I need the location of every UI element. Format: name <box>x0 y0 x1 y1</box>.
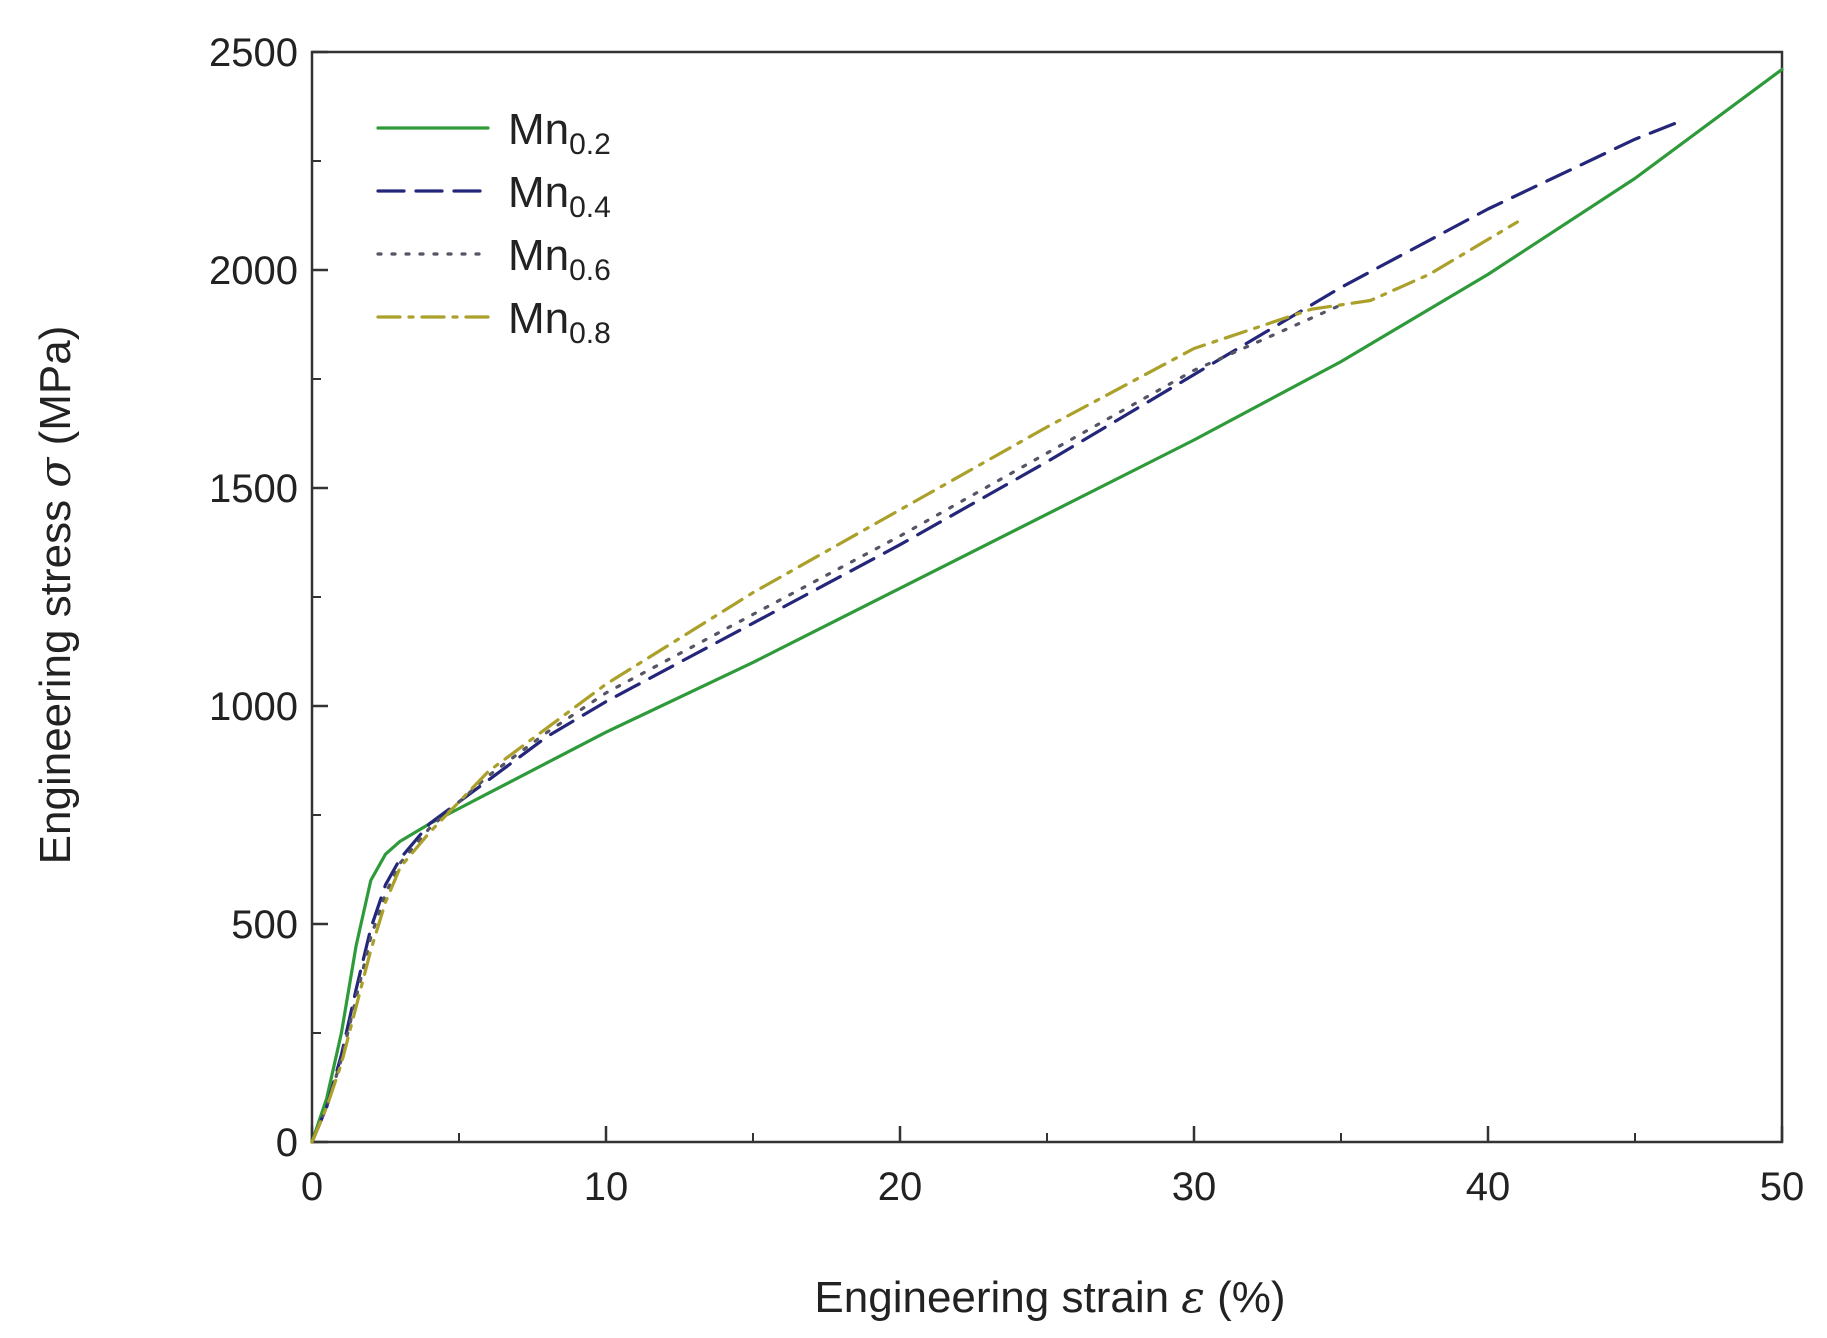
legend-label-mn0-4: Mn0.4 <box>508 168 611 224</box>
y-tick-label-2000: 2000 <box>209 249 298 293</box>
x-tick-label-40: 40 <box>1466 1165 1511 1209</box>
series-line-mn0-4 <box>310 120 1681 1144</box>
legend-label-sub: 0.2 <box>569 128 611 161</box>
legend-label-sub: 0.6 <box>569 254 611 287</box>
legend-label-main: Mn <box>508 294 569 343</box>
y-axis-title-prefix: Engineering stress <box>31 488 80 865</box>
series-line-mn0-6 <box>310 303 1343 1144</box>
x-tick-label-10: 10 <box>584 1165 629 1209</box>
series-line-mn0-2 <box>310 67 1784 1144</box>
legend-label-mn0-6: Mn0.6 <box>508 231 611 287</box>
legend-label-sub: 0.4 <box>569 191 611 224</box>
legend-label-mn0-8: Mn0.8 <box>508 294 611 350</box>
y-tick-label-1500: 1500 <box>209 467 298 511</box>
legend-label-main: Mn <box>508 168 569 217</box>
y-axis-title-suffix: (MPa) <box>31 326 80 458</box>
x-axis-title-suffix: (%) <box>1205 1273 1286 1322</box>
y-tick-label-500: 500 <box>231 903 298 947</box>
y-axis-title-symbol: σ <box>30 456 81 488</box>
series-layer <box>310 67 1784 1144</box>
x-tick-label-20: 20 <box>878 1165 923 1209</box>
x-tick-label-30: 30 <box>1172 1165 1217 1209</box>
legend-label-main: Mn <box>508 231 569 280</box>
legend-label-mn0-2: Mn0.2 <box>508 105 611 161</box>
y-axis-title: Engineering stress σ (MPa) <box>30 326 81 865</box>
legend-label-sub: 0.8 <box>569 317 611 350</box>
x-axis-title-prefix: Engineering strain <box>814 1273 1181 1322</box>
series-line-mn0-8 <box>310 220 1520 1144</box>
y-tick-label-2500: 2500 <box>209 31 298 75</box>
y-tick-label-0: 0 <box>276 1121 298 1165</box>
x-tick-label-50: 50 <box>1760 1165 1805 1209</box>
y-tick-label-1000: 1000 <box>209 685 298 729</box>
x-tick-label-0: 0 <box>301 1165 323 1209</box>
x-axis-title: Engineering strain ε (%) <box>814 1272 1285 1323</box>
x-axis-title-symbol: ε <box>1181 1272 1205 1323</box>
legend-label-main: Mn <box>508 105 569 154</box>
